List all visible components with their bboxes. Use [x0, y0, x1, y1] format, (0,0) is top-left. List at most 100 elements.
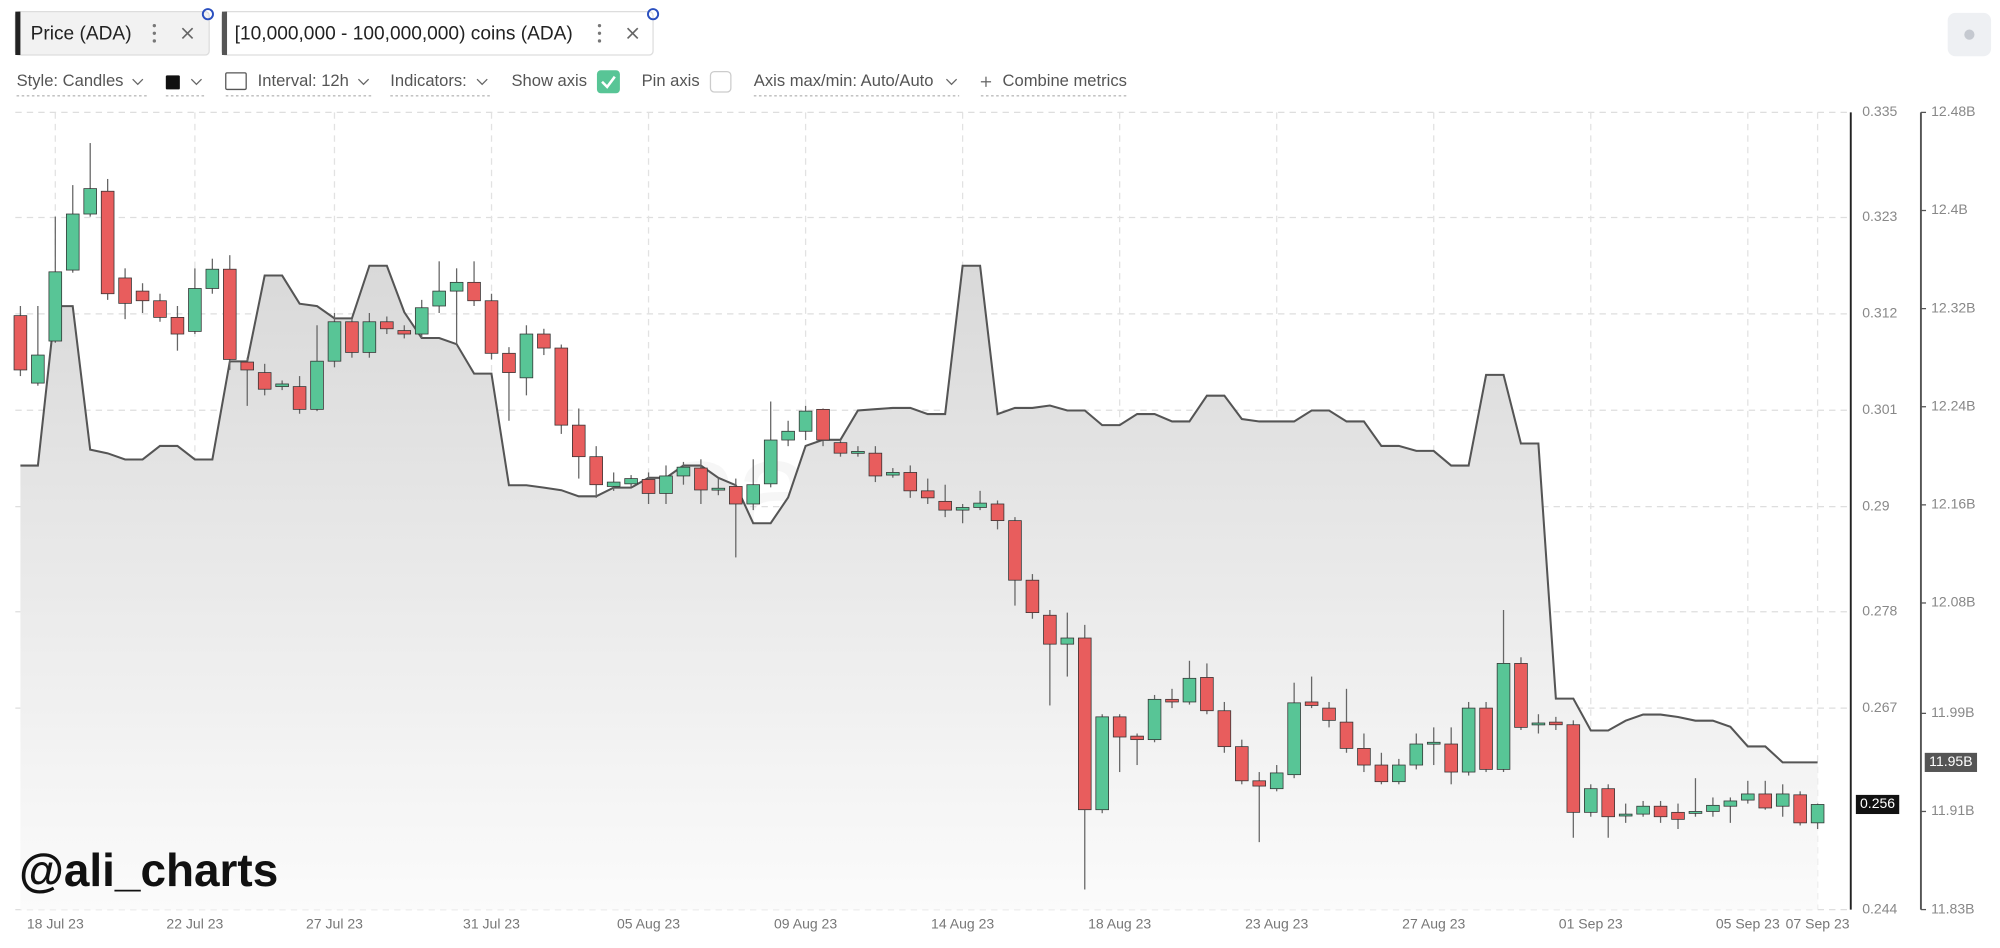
- candle: [571, 408, 586, 479]
- candle-body: [1269, 772, 1284, 790]
- candle: [1426, 727, 1441, 766]
- candle: [1374, 752, 1389, 785]
- candle-body: [1444, 743, 1458, 773]
- candle: [1409, 733, 1424, 770]
- candle-body: [170, 317, 185, 335]
- candle: [624, 475, 638, 488]
- candle-body: [223, 268, 237, 360]
- tab-settings-icon[interactable]: [201, 8, 214, 21]
- candle: [1461, 701, 1476, 776]
- candle: [746, 459, 761, 511]
- x-tick-label: 23 Aug 23: [1245, 916, 1308, 932]
- tab-menu-icon[interactable]: [152, 24, 156, 43]
- candle-body: [1060, 637, 1075, 645]
- metric-tab[interactable]: [10,000,000 - 100,000,000) coins (ADA): [221, 8, 660, 56]
- candle: [1566, 720, 1581, 838]
- candle-body: [153, 300, 167, 318]
- style-control[interactable]: Style: Candles: [17, 71, 147, 97]
- candle-body: [1741, 793, 1755, 801]
- combine-control[interactable]: Combine metrics: [980, 71, 1128, 97]
- candle-body: [467, 281, 481, 302]
- tab-label: Price (ADA): [31, 24, 132, 45]
- candle: [1392, 758, 1406, 785]
- candle-body: [13, 315, 28, 371]
- metric-tab[interactable]: Price (ADA): [14, 8, 214, 56]
- candle: [188, 268, 202, 335]
- chevron: [945, 78, 958, 86]
- show-axis-control[interactable]: Show axis: [511, 70, 620, 94]
- candle-body: [118, 277, 132, 304]
- candle-body: [1688, 811, 1703, 814]
- candle: [100, 178, 115, 300]
- candle-body: [362, 321, 377, 353]
- candle-body: [31, 354, 45, 384]
- candle: [1706, 797, 1720, 817]
- candle-body: [711, 487, 726, 491]
- candle-body: [1810, 804, 1825, 824]
- candle-body: [798, 410, 813, 432]
- candle-body: [955, 507, 970, 511]
- tab-settings-icon[interactable]: [647, 8, 660, 21]
- candle-body: [1165, 698, 1179, 703]
- label-layer: 0.335 0.323 0.312 0.301 0.29 0.278 0.267 0.244 1…: [27, 103, 1978, 932]
- candle: [537, 328, 551, 356]
- candle: [1078, 624, 1092, 890]
- interval-control[interactable]: Interval: 12h: [225, 71, 372, 97]
- color-control[interactable]: [165, 75, 205, 97]
- candle-body: [763, 439, 778, 485]
- candle-body: [990, 503, 1005, 522]
- candle-body: [292, 386, 307, 410]
- tab-marker: [221, 11, 228, 55]
- indicators-control[interactable]: Indicators:: [390, 71, 490, 97]
- candle: [833, 440, 848, 457]
- candle-body: [938, 500, 952, 511]
- candle-body: [624, 478, 638, 485]
- y2-tick-label: 12.08B: [1931, 594, 1975, 610]
- candle-body: [537, 333, 551, 349]
- candle: [1723, 797, 1738, 823]
- y2-tick-label: 11.91B: [1931, 802, 1974, 818]
- checkbox-checked: [596, 70, 620, 94]
- candle-body: [519, 333, 534, 379]
- candle-body: [432, 290, 446, 307]
- candle: [1496, 609, 1511, 773]
- record-button[interactable]: [1947, 12, 1992, 57]
- axis-range-control[interactable]: Axis max/min: Auto/Auto: [753, 71, 960, 97]
- y-tick-label: 0.244: [1862, 900, 1897, 916]
- candle-body: [868, 452, 883, 477]
- candle: [484, 293, 499, 360]
- candle: [1618, 803, 1633, 823]
- candle: [851, 446, 865, 457]
- candle: [257, 363, 272, 396]
- candle-body: [1235, 746, 1249, 782]
- candle: [1165, 688, 1179, 709]
- candle-body: [554, 347, 569, 426]
- candle: [868, 446, 883, 483]
- candle-body: [484, 300, 499, 354]
- candle: [1793, 791, 1807, 826]
- candle: [763, 401, 778, 488]
- candle: [990, 500, 1005, 530]
- candle-body: [257, 372, 272, 390]
- candle: [1775, 784, 1790, 817]
- candle: [938, 484, 952, 518]
- toolbar-item: Axis max/min: Auto/Auto: [754, 71, 934, 90]
- tab-label: [10,000,000 - 100,000,000) coins (ADA): [235, 24, 573, 45]
- color-swatch: [165, 75, 180, 90]
- candle: [118, 268, 132, 320]
- y-tick-label: 0.29: [1862, 497, 1889, 513]
- tab-close-icon[interactable]: [626, 27, 639, 39]
- pin-axis-control[interactable]: Pin axis: [642, 70, 732, 93]
- candle-body: [65, 213, 80, 271]
- candle-body: [1409, 743, 1424, 766]
- candle: [694, 459, 708, 504]
- check-icon: [601, 75, 616, 89]
- tab-menu-icon[interactable]: [597, 24, 602, 43]
- tab-close-icon[interactable]: [181, 27, 194, 39]
- y-tick-label: 0.312: [1862, 305, 1897, 321]
- candle-body: [659, 475, 673, 494]
- x-tick-label: 22 Jul 23: [166, 916, 223, 932]
- candle: [83, 143, 97, 217]
- candle: [345, 319, 359, 358]
